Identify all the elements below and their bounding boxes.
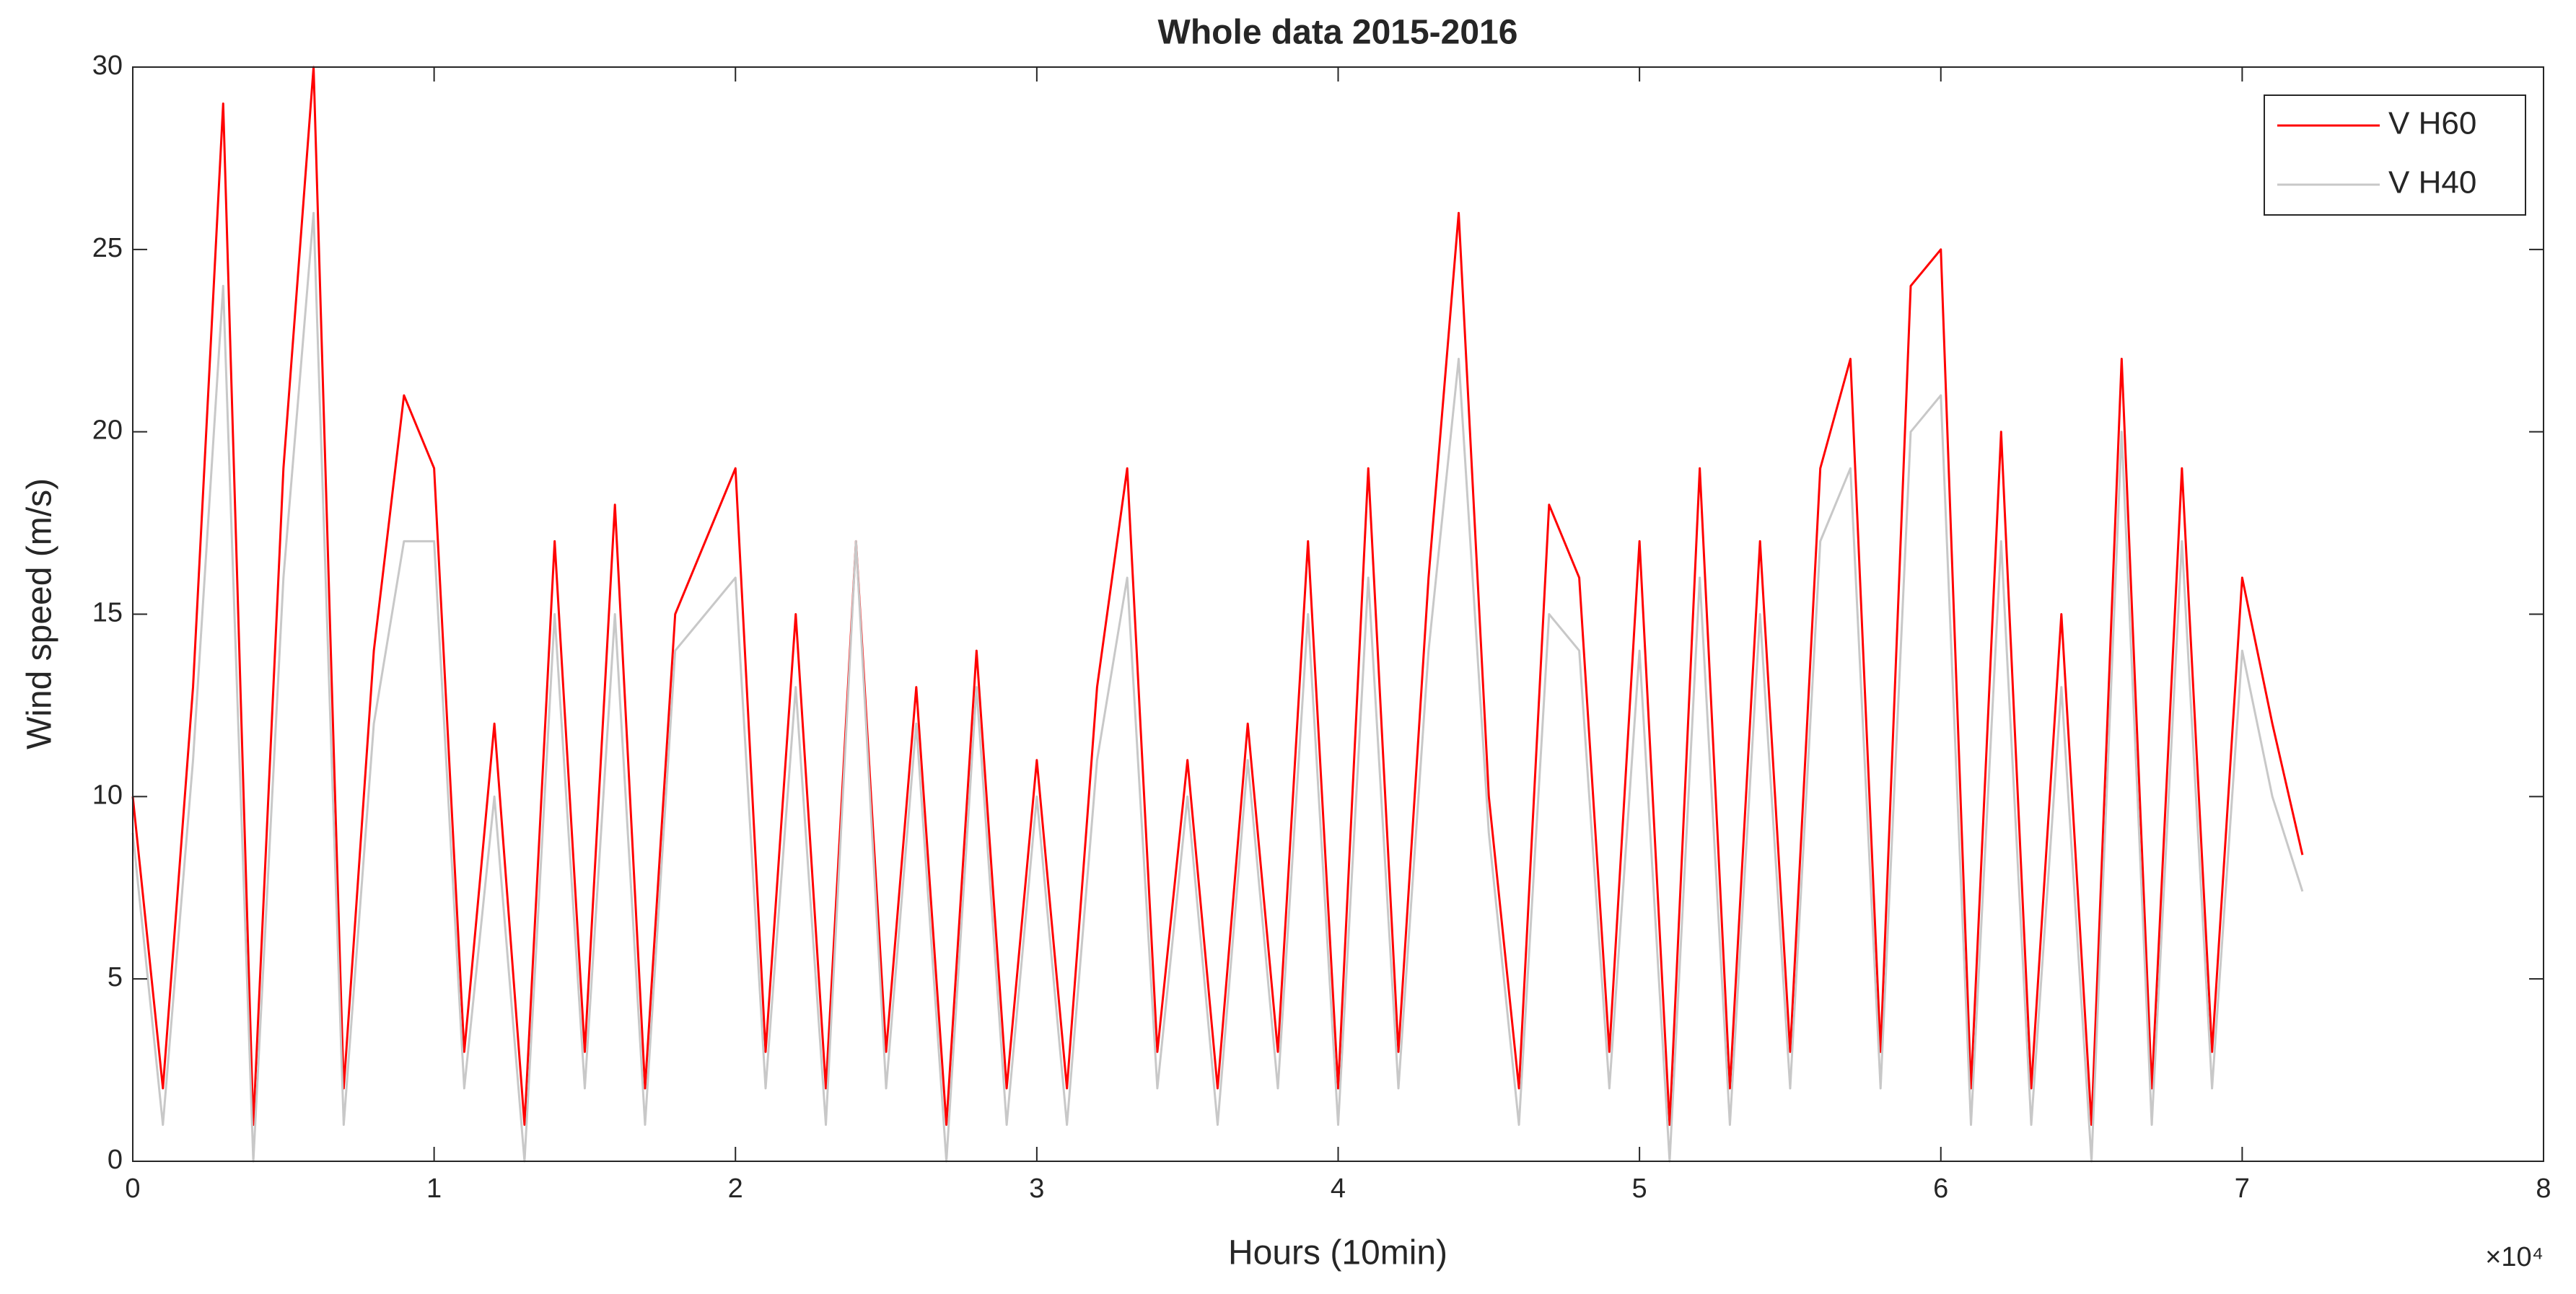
y-tick-label: 10 [92, 780, 123, 810]
y-tick-label: 0 [108, 1145, 123, 1175]
x-tick-label: 6 [1933, 1174, 1948, 1204]
y-tick-label: 5 [108, 962, 123, 992]
x-tick-label: 4 [1331, 1174, 1346, 1204]
x-tick-label: 5 [1632, 1174, 1647, 1204]
line-series [131, 66, 2304, 1126]
y-tick-label: 15 [92, 598, 123, 628]
legend-label: V H40 [2388, 165, 2476, 201]
y-tick-label: 25 [92, 233, 123, 263]
x-multiplier: ×10⁴ [2485, 1242, 2544, 1272]
legend-label: V H60 [2388, 106, 2476, 141]
x-axis-label: Hours (10min) [1228, 1234, 1447, 1272]
chart-title: Whole data 2015-2016 [1158, 14, 1518, 52]
y-tick-label: 20 [92, 415, 123, 446]
line-series [131, 211, 2304, 1163]
x-tick-label: 0 [125, 1174, 140, 1204]
x-tick-label: 3 [1029, 1174, 1044, 1204]
x-tick-label: 7 [2235, 1174, 2250, 1204]
x-tick-label: 8 [2536, 1174, 2551, 1204]
legend-box [2264, 94, 2526, 216]
x-tick-label: 2 [728, 1174, 743, 1204]
y-tick-label: 30 [92, 50, 123, 81]
x-tick-label: 1 [426, 1174, 442, 1204]
y-axis-label: Wind speed (m/s) [21, 478, 59, 749]
